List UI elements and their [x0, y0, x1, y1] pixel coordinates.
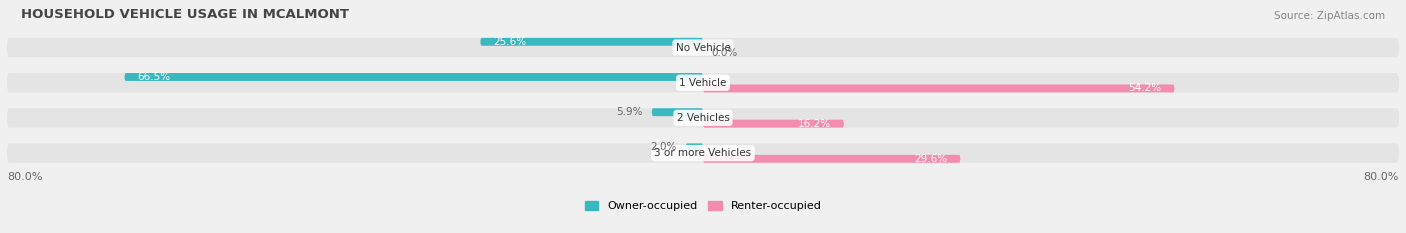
Text: No Vehicle: No Vehicle — [675, 43, 731, 52]
Text: 2 Vehicles: 2 Vehicles — [676, 113, 730, 123]
Text: 25.6%: 25.6% — [494, 37, 526, 47]
FancyBboxPatch shape — [7, 73, 1399, 93]
Text: 1 Vehicle: 1 Vehicle — [679, 78, 727, 88]
Text: 2.0%: 2.0% — [651, 142, 676, 152]
Text: HOUSEHOLD VEHICLE USAGE IN MCALMONT: HOUSEHOLD VEHICLE USAGE IN MCALMONT — [21, 8, 349, 21]
FancyBboxPatch shape — [7, 108, 1399, 128]
FancyBboxPatch shape — [124, 73, 703, 81]
Text: 54.2%: 54.2% — [1129, 83, 1161, 93]
FancyBboxPatch shape — [7, 144, 1399, 163]
Text: 29.6%: 29.6% — [914, 154, 948, 164]
FancyBboxPatch shape — [703, 120, 844, 128]
Text: Source: ZipAtlas.com: Source: ZipAtlas.com — [1274, 11, 1385, 21]
FancyBboxPatch shape — [703, 85, 1174, 93]
Text: 80.0%: 80.0% — [7, 172, 42, 182]
Text: 5.9%: 5.9% — [616, 107, 643, 117]
Text: 16.2%: 16.2% — [797, 119, 831, 129]
Text: 80.0%: 80.0% — [1364, 172, 1399, 182]
Text: 0.0%: 0.0% — [711, 48, 738, 58]
Text: 3 or more Vehicles: 3 or more Vehicles — [654, 148, 752, 158]
FancyBboxPatch shape — [686, 144, 703, 151]
FancyBboxPatch shape — [481, 38, 703, 46]
FancyBboxPatch shape — [7, 38, 1399, 57]
FancyBboxPatch shape — [651, 108, 703, 116]
Text: 66.5%: 66.5% — [138, 72, 170, 82]
FancyBboxPatch shape — [703, 155, 960, 163]
Legend: Owner-occupied, Renter-occupied: Owner-occupied, Renter-occupied — [581, 196, 825, 216]
